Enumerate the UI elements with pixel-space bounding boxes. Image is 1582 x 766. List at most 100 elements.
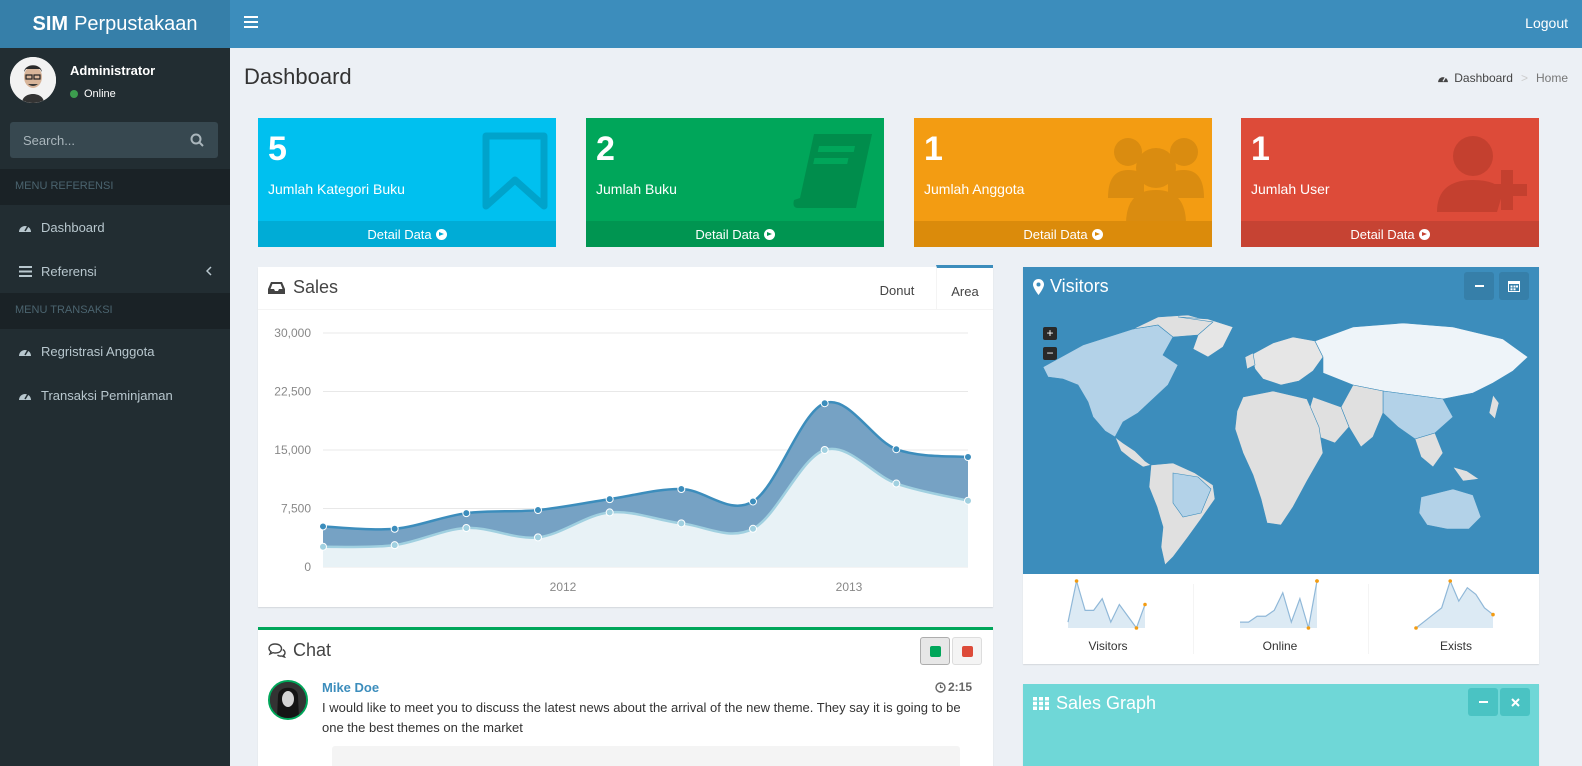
sparkline-label: Online bbox=[1262, 639, 1298, 653]
stat-label: Jumlah Kategori Buku bbox=[268, 181, 405, 197]
inbox-icon bbox=[268, 281, 285, 295]
sparkline-area bbox=[1416, 581, 1493, 628]
brand-bold: SIM bbox=[32, 12, 69, 35]
status-online-button[interactable] bbox=[920, 637, 950, 665]
remove-button[interactable] bbox=[1500, 688, 1530, 716]
data-point bbox=[319, 542, 327, 551]
collapse-button[interactable] bbox=[1468, 688, 1498, 716]
data-point bbox=[390, 524, 399, 533]
stat-value: 2 bbox=[596, 130, 615, 168]
user-name: Administrator bbox=[70, 63, 156, 78]
sparkline-online: Online bbox=[1195, 574, 1365, 664]
data-point bbox=[605, 508, 614, 517]
grid-icon bbox=[1033, 697, 1049, 710]
map-zoom-in-button[interactable]: + bbox=[1043, 327, 1057, 340]
map-zoom-out-button[interactable]: − bbox=[1043, 347, 1057, 360]
square-green-icon bbox=[929, 645, 941, 657]
sparkline-area bbox=[1068, 581, 1145, 628]
y-tick-label: 0 bbox=[304, 560, 311, 574]
chevron-left-icon[interactable] bbox=[205, 264, 212, 279]
data-point bbox=[677, 485, 686, 493]
tab-donut[interactable]: Donut bbox=[879, 283, 915, 298]
user-status-label: Online bbox=[84, 88, 116, 100]
sparkline-area bbox=[1240, 581, 1317, 628]
detail-data-link[interactable]: Detail Data bbox=[586, 221, 884, 247]
data-point bbox=[820, 446, 829, 454]
y-tick-label: 7,500 bbox=[281, 502, 311, 516]
series-line bbox=[322, 400, 969, 531]
search-input[interactable] bbox=[10, 122, 180, 158]
stat-box-anggota: 1 Jumlah Anggota Detail Data bbox=[914, 118, 1212, 247]
y-tick-label: 15,000 bbox=[274, 443, 311, 457]
detail-data-label: Detail Data bbox=[367, 226, 432, 242]
sidebar-item-referensi[interactable]: Referensi bbox=[0, 249, 230, 293]
avatar bbox=[10, 57, 56, 103]
sparkline-visitors: Visitors bbox=[1023, 574, 1193, 664]
data-point bbox=[462, 509, 471, 518]
data-point bbox=[820, 399, 829, 408]
detail-data-label: Detail Data bbox=[1023, 226, 1088, 242]
sparkline-online-chart bbox=[1240, 579, 1319, 630]
sidebar-item-label: Transaksi Peminjaman bbox=[41, 387, 173, 403]
data-point bbox=[534, 533, 542, 542]
detail-data-link[interactable]: Detail Data bbox=[914, 221, 1212, 247]
clock-icon bbox=[935, 681, 946, 693]
detail-data-link[interactable]: Detail Data bbox=[258, 221, 556, 247]
sidebar-item-label: Referensi bbox=[41, 263, 97, 279]
data-point bbox=[964, 453, 972, 462]
breadcrumb-dashboard-link[interactable]: Dashboard bbox=[1454, 71, 1513, 85]
status-offline-button[interactable] bbox=[952, 637, 982, 665]
detail-data-link[interactable]: Detail Data bbox=[1241, 221, 1539, 247]
arrow-circle-right-icon bbox=[763, 228, 775, 240]
y-tick-label: 22,500 bbox=[274, 385, 311, 399]
sidebar-item-dashboard[interactable]: Dashboard bbox=[0, 205, 230, 249]
stat-value: 5 bbox=[268, 130, 287, 168]
visitors-box: Visitors + − bbox=[1023, 267, 1539, 664]
sidebar-search bbox=[10, 122, 218, 158]
sparkline-last-point bbox=[1491, 612, 1495, 617]
x-tick-label: 2012 bbox=[550, 580, 577, 594]
data-point bbox=[677, 519, 686, 528]
sidebar-item-transaksi-peminjaman[interactable]: Transaksi Peminjaman bbox=[0, 373, 230, 417]
sales-graph-box: Sales Graph bbox=[1023, 684, 1539, 766]
sidebar-item-registrasi-anggota[interactable]: Regristrasi Anggota bbox=[0, 329, 230, 373]
data-point bbox=[749, 524, 757, 533]
sales-graph-title-label: Sales Graph bbox=[1056, 693, 1157, 713]
x-tick-label: 2013 bbox=[836, 580, 863, 594]
visitors-map-panel: Visitors + − bbox=[1023, 267, 1539, 574]
sparkline-line bbox=[1067, 580, 1146, 630]
world-map[interactable] bbox=[1023, 267, 1539, 574]
breadcrumb: Dashboard > Home bbox=[1437, 71, 1568, 85]
brand-logo[interactable]: SIM Perpustakaan bbox=[0, 0, 230, 48]
minus-icon bbox=[1478, 701, 1488, 703]
sparkline-exists: Exists bbox=[1371, 574, 1541, 664]
visitors-title-label: Visitors bbox=[1050, 276, 1109, 296]
data-point bbox=[462, 524, 471, 532]
chat-sender-name[interactable]: Mike Doe bbox=[322, 680, 380, 695]
breadcrumb-home: Home bbox=[1535, 71, 1568, 85]
sidebar-toggle-icon[interactable] bbox=[244, 16, 258, 28]
date-range-button[interactable] bbox=[1499, 272, 1529, 300]
stat-box-user: 1 Jumlah User Detail Data bbox=[1241, 118, 1539, 247]
collapse-button[interactable] bbox=[1464, 272, 1494, 300]
data-point bbox=[892, 445, 901, 454]
avatar bbox=[268, 680, 308, 720]
chat-box: Chat Mike Doe 2:15 I would like to meet … bbox=[258, 627, 993, 766]
sparkline-line bbox=[1415, 579, 1494, 629]
y-tick-label: 30,000 bbox=[274, 326, 311, 340]
sidebar-item-label: Regristrasi Anggota bbox=[41, 343, 155, 359]
stat-value: 1 bbox=[1251, 130, 1270, 168]
data-point bbox=[390, 541, 399, 550]
search-icon[interactable] bbox=[190, 133, 204, 150]
logout-link[interactable]: Logout bbox=[1525, 15, 1568, 31]
divider bbox=[1193, 584, 1194, 654]
tab-area[interactable]: Area bbox=[936, 265, 993, 310]
arrow-circle-right-icon bbox=[435, 228, 447, 240]
online-status-icon bbox=[70, 90, 78, 98]
sparkline-line bbox=[1240, 580, 1318, 629]
dashboard-icon bbox=[18, 221, 32, 233]
sidebar-item-label: Dashboard bbox=[41, 219, 105, 235]
menu-header-referensi: MENU REFERENSI bbox=[0, 169, 230, 205]
brand-name: Perpustakaan bbox=[74, 12, 198, 35]
user-plus-icon bbox=[1437, 132, 1531, 219]
